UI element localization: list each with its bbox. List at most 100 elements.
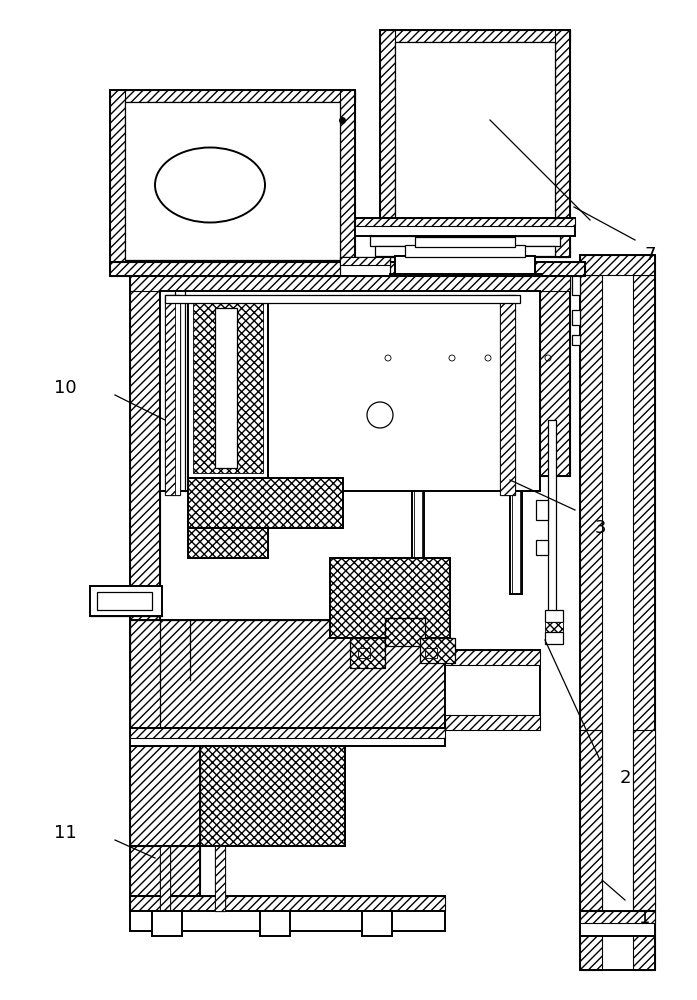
Bar [130, 276, 160, 730]
Bar [536, 500, 548, 520]
Text: 11: 11 [54, 824, 77, 842]
Bar [358, 648, 370, 658]
Bar [355, 218, 575, 226]
Bar [500, 295, 515, 495]
Bar [380, 30, 570, 257]
Bar [445, 650, 540, 730]
Bar [130, 846, 200, 896]
Bar [536, 540, 548, 555]
Text: 2: 2 [619, 769, 631, 787]
Bar [390, 274, 442, 364]
Bar [200, 746, 345, 846]
Bar [130, 746, 200, 846]
Bar [110, 262, 585, 276]
Bar [580, 255, 655, 275]
Bar [445, 715, 540, 730]
Bar [130, 896, 445, 911]
Bar [445, 650, 540, 665]
Bar [110, 90, 355, 272]
Bar [490, 274, 542, 364]
Bar [193, 303, 263, 473]
Bar [130, 728, 445, 738]
Bar [380, 364, 455, 372]
Bar [500, 295, 515, 495]
Bar [130, 728, 445, 746]
Bar [385, 618, 425, 646]
Bar [548, 420, 556, 620]
Bar [580, 911, 655, 936]
Bar [188, 528, 268, 558]
Bar [160, 846, 170, 911]
Text: 1: 1 [639, 909, 651, 927]
Bar [355, 218, 575, 236]
Bar [398, 280, 434, 360]
Bar [412, 364, 424, 594]
Bar [125, 102, 340, 260]
Bar [152, 911, 182, 936]
Bar [572, 310, 580, 325]
Bar [545, 610, 563, 622]
Text: 10: 10 [54, 379, 76, 397]
Bar [130, 276, 160, 730]
Bar [130, 896, 445, 911]
Bar [572, 275, 580, 295]
Bar [555, 30, 570, 257]
Bar [130, 276, 570, 291]
Bar [97, 592, 152, 610]
Bar [188, 478, 343, 528]
Bar [472, 352, 557, 364]
Bar [395, 256, 535, 274]
Bar [375, 352, 460, 364]
Bar [375, 246, 555, 256]
Bar [130, 276, 570, 291]
Bar [215, 846, 225, 911]
Bar [425, 648, 437, 658]
Bar [160, 291, 540, 491]
Bar [350, 638, 385, 668]
Bar [110, 260, 355, 272]
Bar [90, 586, 162, 616]
Bar [188, 298, 268, 478]
Bar [160, 846, 170, 911]
Bar [545, 622, 563, 632]
Bar [340, 257, 390, 265]
Bar [572, 335, 580, 345]
Bar [395, 42, 555, 245]
Bar [130, 746, 200, 846]
Bar [340, 257, 390, 279]
Bar [330, 558, 450, 638]
Bar [165, 295, 180, 495]
Bar [380, 245, 570, 257]
Bar [405, 245, 525, 257]
Bar [215, 308, 237, 468]
Bar [510, 364, 522, 594]
Bar [330, 558, 450, 638]
Bar [370, 236, 560, 246]
Bar [415, 237, 515, 247]
Bar [498, 280, 534, 360]
Bar [580, 911, 655, 923]
Bar [540, 276, 570, 476]
Bar [340, 90, 355, 272]
Bar [540, 276, 570, 476]
Bar [420, 638, 455, 663]
Bar [580, 275, 602, 970]
Bar [420, 638, 455, 663]
Bar [188, 478, 343, 528]
Bar [260, 911, 290, 936]
Bar [474, 364, 549, 372]
Bar [130, 620, 445, 730]
Text: 7: 7 [644, 246, 656, 264]
Bar [215, 846, 225, 911]
Bar [350, 638, 385, 668]
Bar [130, 911, 445, 931]
Bar [362, 911, 392, 936]
Bar [130, 620, 445, 730]
Bar [380, 30, 395, 257]
Bar [633, 275, 655, 970]
Text: 3: 3 [595, 519, 606, 537]
Bar [165, 295, 180, 495]
Bar [110, 90, 125, 272]
Bar [200, 746, 345, 846]
Bar [633, 730, 655, 910]
